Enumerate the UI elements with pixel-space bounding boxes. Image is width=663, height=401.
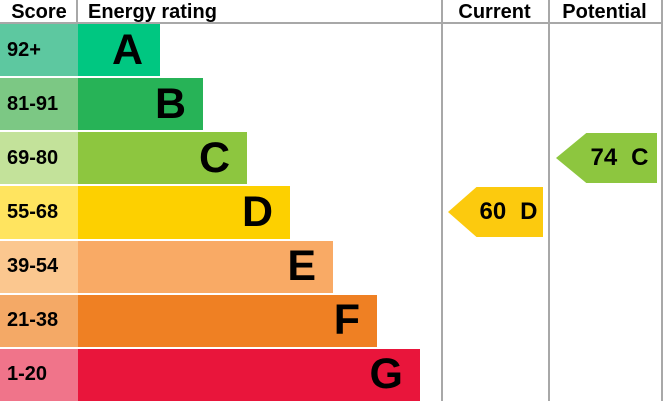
energy-band-bar: D [78,186,290,239]
epc-band-row: 1-20 G [0,348,663,401]
score-range-cell: 21-38 [0,294,78,347]
epc-band-row: 92+ A [0,24,663,77]
right-border-line [661,0,663,401]
current-column-header: Current [458,1,531,23]
current-rating-letter: D [520,198,538,225]
score-range-cell: 39-54 [0,240,78,293]
current-rating-value: 60 [479,198,507,225]
epc-band-rows: 92+ A 81-91 B 69-80 C 55-68 D 39-54 E 21-38 F 1-20 G [0,24,663,401]
score-range-cell: 55-68 [0,186,78,239]
score-rating-header-divider [76,0,78,22]
epc-band-row: 39-54 E [0,240,663,293]
score-column-header: Score [11,1,67,23]
epc-band-row: 81-91 B [0,78,663,131]
score-range-cell: 81-91 [0,78,78,131]
energy-band-bar: B [78,78,203,131]
potential-rating-value: 74 [590,144,618,171]
energy-band-bar: E [78,240,333,293]
score-range-cell: 69-80 [0,132,78,185]
potential-column-header: Potential [562,1,647,23]
epc-band-row: 21-38 F [0,294,663,347]
potential-column-divider-line [548,0,550,401]
energy-band-bar: G [78,348,420,401]
potential-rating-letter: C [631,144,649,171]
score-range-cell: 92+ [0,24,78,77]
energy-band-bar: C [78,132,247,185]
energy-band-bar: A [78,24,160,77]
epc-band-row: 69-80 C [0,132,663,185]
header-underline [0,22,663,24]
epc-band-row: 55-68 D [0,186,663,239]
score-range-cell: 1-20 [0,348,78,401]
energy-band-bar: F [78,294,377,347]
energy-rating-column-header: Energy rating [88,1,217,23]
current-column-divider-line [441,0,443,401]
